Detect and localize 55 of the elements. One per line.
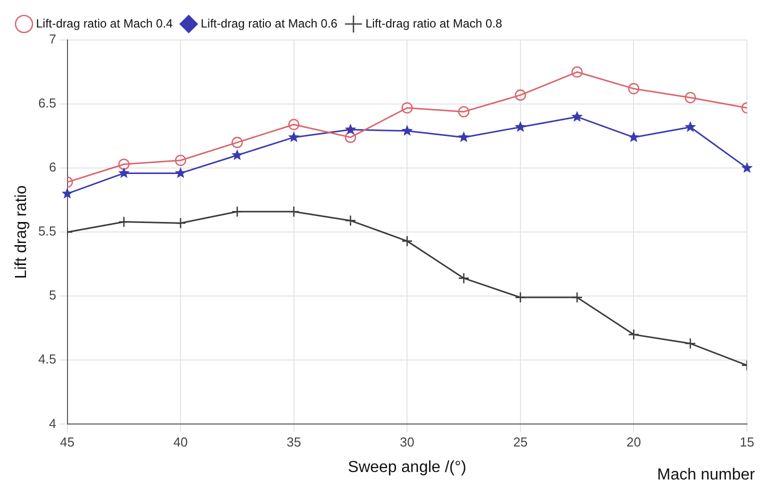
point [118,167,130,178]
point [118,216,130,228]
point [288,131,300,142]
point [401,102,413,114]
legend-label: Lift-drag ratio at Mach 0.6 [200,16,338,30]
text: Mach number [657,466,756,484]
point [401,124,413,136]
point [458,106,470,118]
point [571,292,583,304]
y-tick-label: 4 [49,416,56,431]
point [344,132,356,143]
x-tick-label: 15 [740,434,754,450]
point [684,338,696,350]
point [288,206,300,218]
point [288,118,300,130]
point [62,188,73,199]
x-tick-label: 40 [173,434,188,450]
y-tick-label: 6.5 [38,96,56,111]
x-tick-label: 20 [626,434,641,450]
point [174,217,186,229]
point [571,110,583,122]
legend-label: Lift-drag ratio at Mach 0.8 [365,16,503,30]
x-axis-title: Sweep angle /(°) [348,458,466,476]
y-tick-label: 6 [49,160,56,175]
x-tick-label: 35 [286,434,302,450]
point [458,131,470,142]
y-tick-label: 5 [49,288,56,303]
point [684,92,696,104]
y-tick-label: 4.5 [38,352,56,367]
point [514,89,526,101]
point [344,214,356,226]
point [232,149,243,160]
point [458,272,470,284]
point [232,206,243,218]
point [628,131,640,142]
point [628,83,640,94]
point [514,292,526,304]
point [741,162,753,173]
x-tick-label: 30 [400,434,414,450]
x-tick-label: 25 [513,434,528,450]
point [684,121,696,132]
y-tick-label: 5.5 [38,224,56,239]
legend-label: Lift-drag ratio at Mach 0.4 [36,16,174,30]
point [232,136,243,148]
point [628,328,640,340]
point [571,66,583,78]
x-tick-label: 45 [60,434,75,450]
point [118,158,130,170]
point [174,154,186,166]
point [344,124,356,134]
y-axis-title: Lift drag ratio [13,185,30,279]
point [514,121,526,132]
point [401,235,413,247]
y-tick-label: 7 [49,32,56,47]
point [174,167,186,178]
